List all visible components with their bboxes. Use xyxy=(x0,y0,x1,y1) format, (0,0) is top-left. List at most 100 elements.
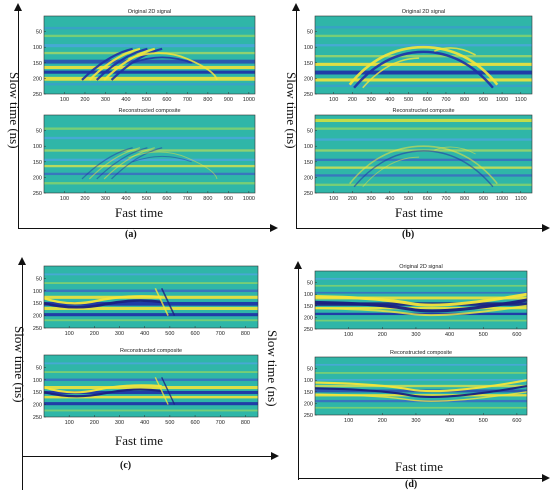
signal-band xyxy=(44,395,258,399)
signal-band xyxy=(44,76,255,81)
signal-band xyxy=(315,394,527,397)
x-tick-label: 100 xyxy=(65,420,74,426)
x-tick-label: 400 xyxy=(385,97,394,103)
plot-image xyxy=(44,115,255,193)
y-tick-label: 150 xyxy=(33,61,42,67)
x-axis-label: Fast time xyxy=(395,459,444,474)
y-arrow-icon xyxy=(294,261,302,269)
x-tick-label: 200 xyxy=(80,196,89,202)
y-tick-label: 150 xyxy=(33,301,42,307)
x-tick-label: 100 xyxy=(344,418,353,424)
x-tick-label: 200 xyxy=(90,331,99,337)
x-tick-label: 800 xyxy=(203,196,212,202)
y-tick-label: 200 xyxy=(33,403,42,409)
x-tick-label: 600 xyxy=(190,420,199,426)
signal-band xyxy=(44,313,258,317)
x-tick-label: 600 xyxy=(162,97,171,103)
signal-band xyxy=(315,34,532,38)
y-tick-label: 150 xyxy=(304,61,313,67)
x-axis-label: Fast time xyxy=(115,205,164,220)
signal-band xyxy=(315,70,532,75)
y-tick-label: 100 xyxy=(33,289,42,295)
y-axis-label: Slow time (ns) xyxy=(7,72,22,149)
x-tick-label: 700 xyxy=(183,196,192,202)
signal-band xyxy=(315,26,532,29)
x-tick-label: 500 xyxy=(165,420,174,426)
plot-reconstructed-a: Reconstructed composite 50 100 150 200 250 100… xyxy=(33,108,256,202)
y-axis-label: Slow time (ns) xyxy=(284,72,299,149)
y-tick-label: 100 xyxy=(304,292,313,298)
panel-caption: (b) xyxy=(402,229,415,240)
x-tick-label: 200 xyxy=(348,97,357,103)
x-tick-label: 700 xyxy=(216,331,225,337)
x-tick-label: 400 xyxy=(140,331,149,337)
x-tick-label: 300 xyxy=(367,97,376,103)
x-tick-label: 300 xyxy=(367,196,376,202)
signal-band xyxy=(44,362,258,365)
x-tick-label: 100 xyxy=(60,97,69,103)
x-tick-label: 700 xyxy=(183,97,192,103)
signal-band xyxy=(315,291,527,294)
x-arrow-icon xyxy=(271,452,279,460)
y-tick-label: 50 xyxy=(36,30,42,36)
y-tick-label: 250 xyxy=(304,413,313,419)
signal-band xyxy=(44,127,255,130)
plot-original-a: Original 2D signal 50 100 150 200 250 100 200 30… xyxy=(33,9,256,103)
signal-band xyxy=(315,406,527,409)
x-tick-label: 300 xyxy=(101,97,110,103)
signal-band xyxy=(315,84,532,87)
x-tick-label: 200 xyxy=(80,97,89,103)
x-tick-label: 500 xyxy=(165,331,174,337)
signal-band xyxy=(44,390,258,395)
x-arrow-icon xyxy=(542,474,550,482)
x-tick-label: 400 xyxy=(445,332,454,338)
x-tick-label: 200 xyxy=(90,420,99,426)
x-tick-label: 600 xyxy=(423,97,432,103)
signal-band xyxy=(315,296,527,300)
signal-band xyxy=(315,363,527,366)
signal-band xyxy=(315,118,532,123)
signal-band xyxy=(44,59,255,64)
signal-band xyxy=(315,127,532,130)
signal-band xyxy=(44,83,255,86)
signal-band xyxy=(44,26,255,30)
signal-band xyxy=(44,306,258,311)
y-arrow-icon xyxy=(18,257,26,265)
x-tick-label: 900 xyxy=(479,97,488,103)
x-tick-label: 1000 xyxy=(243,196,255,202)
plot-original-b: Original 2D signal 50 100 150 200 250 100 200 30… xyxy=(304,9,533,103)
x-tick-label: 700 xyxy=(216,420,225,426)
signal-band xyxy=(315,372,527,374)
signal-band xyxy=(315,284,527,287)
signal-band xyxy=(44,70,255,74)
y-tick-label: 250 xyxy=(304,191,313,197)
x-tick-label: 1100 xyxy=(515,97,527,103)
plot-title: Original 2D signal xyxy=(128,9,171,15)
y-tick-label: 200 xyxy=(33,175,42,181)
signal-band xyxy=(315,166,532,169)
y-tick-label: 50 xyxy=(36,129,42,135)
x-arrow-icon xyxy=(542,224,550,232)
y-tick-label: 50 xyxy=(307,30,313,36)
x-tick-label: 900 xyxy=(479,196,488,202)
y-tick-label: 50 xyxy=(307,129,313,135)
signal-band xyxy=(44,164,255,168)
x-tick-label: 500 xyxy=(479,332,488,338)
x-tick-label: 600 xyxy=(512,418,521,424)
x-tick-label: 800 xyxy=(241,331,250,337)
y-tick-label: 150 xyxy=(33,160,42,166)
plot-title: Reconstructed composite xyxy=(390,350,452,356)
x-arrow-icon xyxy=(270,224,278,232)
y-tick-label: 250 xyxy=(33,191,42,197)
y-tick-label: 150 xyxy=(304,160,313,166)
signal-band xyxy=(44,158,255,162)
x-tick-label: 400 xyxy=(385,196,394,202)
y-axis-label: Slow time (ns) xyxy=(12,326,27,403)
y-tick-label: 100 xyxy=(304,378,313,384)
y-tick-label: 150 xyxy=(304,390,313,396)
y-tick-label: 50 xyxy=(307,281,313,287)
y-tick-label: 200 xyxy=(33,314,42,320)
x-tick-label: 800 xyxy=(460,196,469,202)
y-tick-label: 250 xyxy=(33,92,42,98)
plot-title: Original 2D signal xyxy=(402,9,445,15)
